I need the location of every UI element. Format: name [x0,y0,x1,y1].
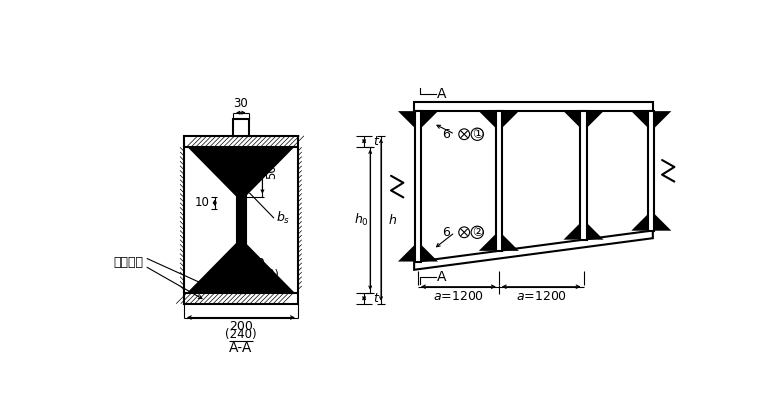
Polygon shape [245,243,295,293]
Text: 6: 6 [442,226,449,239]
Bar [233,119,249,136]
Bar [184,136,298,146]
Text: $t$: $t$ [374,135,381,148]
Polygon shape [564,111,581,128]
Polygon shape [398,111,415,128]
Text: 刨平抵緊: 刨平抵緊 [113,256,143,268]
Text: $t$: $t$ [374,292,381,305]
Polygon shape [502,111,519,128]
Bar [236,146,245,293]
Bar [414,102,653,111]
Text: A-A: A-A [229,341,252,355]
Bar [496,111,502,251]
Text: $b_s$: $b_s$ [276,210,290,226]
Polygon shape [187,146,236,197]
Polygon shape [398,245,415,262]
Bar [184,293,298,304]
Polygon shape [245,146,295,197]
Bar [648,111,655,231]
Text: $h_0$: $h_0$ [354,212,369,228]
Polygon shape [655,214,672,231]
Polygon shape [655,111,672,128]
Text: 30: 30 [233,97,249,110]
Polygon shape [421,245,438,262]
Text: (240): (240) [225,328,257,340]
Text: 6: 6 [442,128,449,141]
Text: 50: 50 [265,164,278,179]
Polygon shape [479,234,496,251]
Text: $h$: $h$ [388,213,397,227]
Text: 90: 90 [249,257,266,270]
Polygon shape [187,243,236,293]
Text: (100): (100) [249,269,279,279]
Polygon shape [414,230,653,270]
Text: ①: ① [472,128,483,141]
Bar [581,111,587,240]
Text: $a$=1200: $a$=1200 [433,290,484,303]
Text: $a$=1200: $a$=1200 [516,290,567,303]
Polygon shape [587,223,604,240]
Polygon shape [502,234,519,251]
Polygon shape [631,111,648,128]
Polygon shape [631,214,648,231]
Bar [415,111,421,262]
Polygon shape [564,223,581,240]
Polygon shape [421,111,438,128]
Text: ②: ② [472,226,483,239]
Text: 10: 10 [195,196,209,209]
Text: A: A [437,87,447,101]
Text: A: A [437,270,447,284]
Text: 200: 200 [229,320,252,333]
Polygon shape [479,111,496,128]
Polygon shape [587,111,604,128]
